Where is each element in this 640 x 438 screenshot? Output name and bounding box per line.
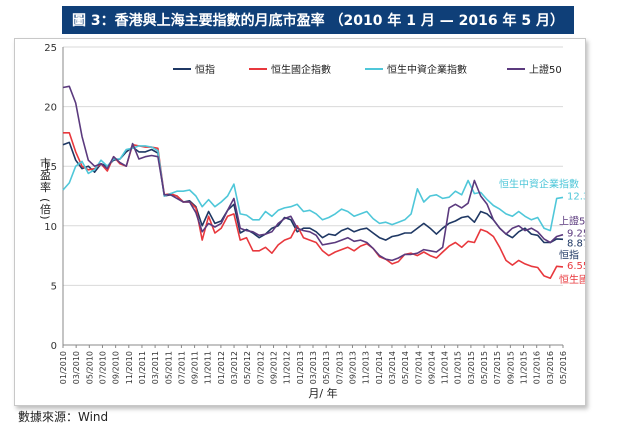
y-tick-label: 0: [51, 341, 57, 352]
x-tick-label: 01/2011: [138, 351, 147, 384]
x-tick-label: 03/2010: [72, 351, 81, 384]
x-tick-label: 09/2015: [506, 351, 515, 384]
x-tick-label: 05/2011: [164, 351, 173, 384]
y-tick-label: 20: [44, 103, 57, 114]
x-tick-label: 11/2010: [125, 351, 134, 384]
x-tick-label: 09/2013: [348, 351, 357, 384]
series-line: [63, 132, 564, 279]
x-tick-label: 03/2014: [388, 351, 397, 384]
x-tick-label: 11/2014: [441, 351, 450, 384]
x-axis-label: 月/ 年: [308, 386, 337, 400]
x-tick-label: 11/2015: [520, 351, 529, 384]
series-end-value-label: 9.25: [567, 229, 585, 240]
x-tick-label: 09/2011: [191, 351, 200, 384]
x-tick-labels: 01/2010 03/2010 05/2010 07/2010 09/2010 11/20…: [59, 345, 568, 384]
x-tick-label: 07/2010: [98, 351, 107, 384]
y-tick-label: 10: [44, 222, 57, 233]
x-tick-label: 05/2015: [480, 351, 489, 384]
y-tick-label: 5: [51, 281, 57, 292]
x-tick-label: 11/2012: [283, 351, 292, 384]
x-tick-label: 03/2011: [151, 351, 160, 384]
x-tick-label: 05/2016: [559, 351, 568, 384]
series-end-name-label: 恒生國企指數: [559, 273, 585, 286]
series-end-value-label: 8.87: [567, 238, 585, 249]
x-tick-label: 11/2011: [204, 351, 213, 384]
figure-frame: 圖 3：香港與上海主要指數的月底市盈率 （2010 年 1 月 — 2016 年…: [2, 2, 634, 436]
y-tick-label: 25: [44, 43, 57, 54]
data-source-note: 數據來源：Wind: [18, 410, 109, 424]
x-tick-label: 05/2010: [85, 351, 94, 384]
x-tick-label: 09/2012: [270, 351, 279, 384]
series-line: [62, 85, 564, 262]
x-tick-label: 01/2015: [454, 351, 463, 384]
x-tick-label: 07/2014: [414, 351, 423, 384]
chart-box: 0 5 10 15 20 25 01/2010 03/2010 05/2010 07/2010 0…: [14, 38, 620, 406]
series-end-value-label: 6.55: [567, 261, 585, 272]
series-line: [62, 141, 564, 244]
legend: 恒指 恒生國企指數 恒生中資企業指數 上證50: [173, 63, 562, 76]
x-tick-label: 09/2010: [112, 351, 121, 384]
x-tick-label: 01/2016: [533, 351, 542, 384]
legend-label: 恒指: [195, 63, 215, 76]
legend-label: 上證50: [529, 63, 562, 76]
axes: [62, 47, 563, 346]
x-tick-label: 09/2014: [427, 351, 436, 384]
y-axis-label: 市盈率 (倍): [39, 156, 52, 220]
x-tick-label: 05/2012: [243, 351, 252, 384]
figure-title: 圖 3：香港與上海主要指數的月底市盈率 （2010 年 1 月 — 2016 年…: [62, 6, 574, 34]
y-tick-label: 15: [44, 162, 57, 173]
x-tick-label: 07/2012: [256, 351, 265, 384]
x-tick-label: 01/2012: [217, 351, 226, 384]
series-end-name-label: 上證50: [559, 215, 585, 228]
x-tick-label: 01/2014: [375, 351, 384, 384]
y-tick-labels: 0 5 10 15 20 25: [44, 43, 57, 352]
x-tick-label: 01/2013: [296, 351, 305, 384]
series-lines: [62, 85, 564, 279]
x-tick-label: 03/2013: [309, 351, 318, 384]
legend-label: 恒生國企指數: [271, 63, 331, 76]
x-tick-label: 07/2013: [335, 351, 344, 384]
series-end-value-label: 12.38: [567, 191, 585, 202]
x-tick-label: 11/2013: [362, 351, 371, 384]
x-tick-label: 05/2014: [401, 351, 410, 384]
x-tick-label: 03/2015: [467, 351, 476, 384]
x-tick-label: 07/2015: [493, 351, 502, 384]
x-tick-label: 03/2012: [230, 351, 239, 384]
series-end-name-label: 恒生中資企業指數: [499, 177, 579, 190]
x-tick-label: 03/2016: [546, 351, 555, 384]
legend-label: 恒生中資企業指數: [387, 63, 467, 76]
x-tick-label: 05/2013: [322, 351, 331, 384]
x-tick-label: 07/2011: [177, 351, 186, 384]
series-end-name-label: 恒指: [559, 248, 579, 261]
x-tick-label: 01/2010: [59, 351, 68, 384]
y-gridlines: [63, 46, 563, 346]
